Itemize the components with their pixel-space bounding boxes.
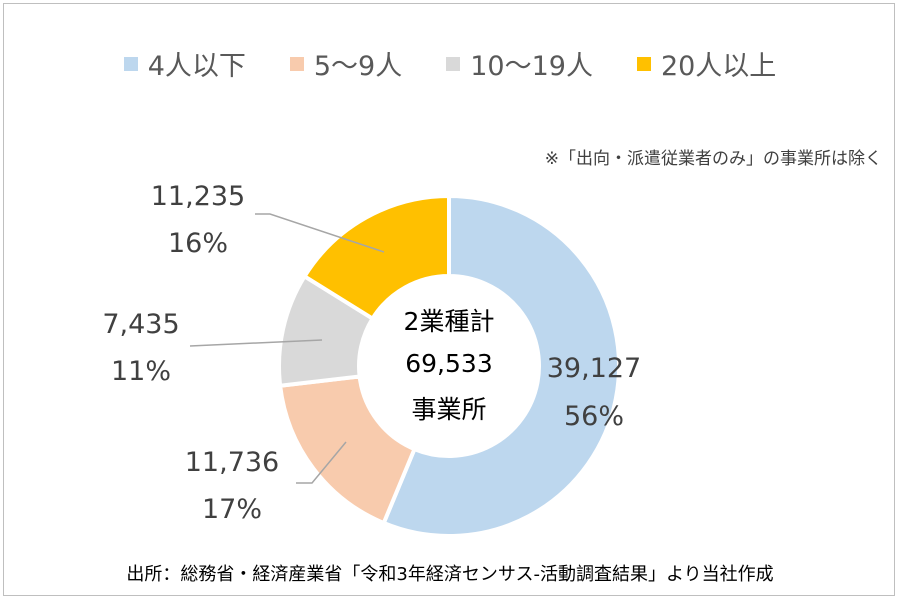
center-text-1: 2業種計 <box>404 307 495 336</box>
legend-item-4: 20人以上 <box>636 44 777 83</box>
legend-label-3: 10～19人 <box>470 51 593 82</box>
donut-slice-20-or-more <box>301 193 451 322</box>
legend-item-1: 4人以下 <box>123 44 246 83</box>
percent-label-10-to-19: 11% <box>111 356 171 387</box>
legend-swatch-4 <box>636 56 651 71</box>
percent-label-4-or-fewer: 56% <box>564 401 624 432</box>
legend-swatch-3 <box>446 56 461 71</box>
chart-legend: 4人以下 5～9人 10～19人 20人以上 <box>0 44 900 83</box>
leader-line-5-to-9 <box>296 441 347 484</box>
value-label-10-to-19: 7,435 <box>102 309 179 340</box>
donut-slice-4-or-fewer <box>381 193 621 538</box>
legend-item-3: 10～19人 <box>446 44 593 83</box>
legend-label-4: 20人以上 <box>660 51 777 82</box>
percent-label-20-or-more: 16% <box>168 228 228 259</box>
chart-note: ※「出向・派遣従業者のみ」の事業所は除く <box>544 149 882 169</box>
legend-swatch-2 <box>289 56 304 71</box>
legend-item-2: 5～9人 <box>289 44 403 83</box>
leader-line-10-to-19 <box>189 339 323 347</box>
leader-line-20-or-more <box>255 213 385 253</box>
legend-label-1: 4人以下 <box>147 51 246 82</box>
legend-swatch-1 <box>123 56 138 71</box>
percent-label-5-to-9: 17% <box>202 494 262 525</box>
source-caption: 出所：総務省・経済産業省「令和3年経済センサス-活動調査結果」より当社作成 <box>126 564 774 585</box>
value-label-4-or-fewer: 39,127 <box>547 353 641 384</box>
center-text-2: 69,533 <box>405 349 492 378</box>
legend-label-2: 5～9人 <box>313 51 403 82</box>
donut-slice-5-to-9 <box>277 374 418 526</box>
value-label-20-or-more: 11,235 <box>151 181 245 212</box>
center-text-3: 事業所 <box>411 395 486 424</box>
value-label-5-to-9: 11,736 <box>185 447 279 478</box>
